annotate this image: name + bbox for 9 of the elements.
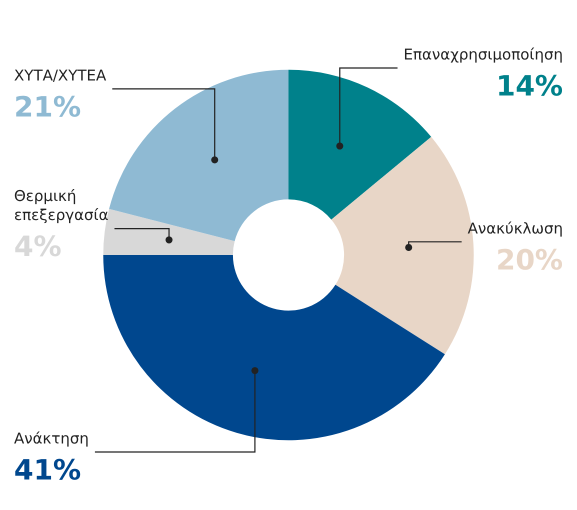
data-label: 41% bbox=[14, 454, 82, 486]
slice-label: Επαναχρησιμοποίηση bbox=[404, 46, 563, 64]
data-label: 20% bbox=[496, 243, 563, 276]
slice-label: Ανακύκλωση bbox=[468, 219, 563, 238]
data-label: 21% bbox=[14, 90, 82, 124]
slice-label: Ανάκτηση bbox=[14, 430, 89, 448]
slice-label: Θερμική επεξεργασία bbox=[14, 187, 109, 224]
data-label: 14% bbox=[496, 70, 563, 102]
slice-label: ΧΥΤΑ/ΧΥΤΕΑ bbox=[14, 66, 107, 84]
